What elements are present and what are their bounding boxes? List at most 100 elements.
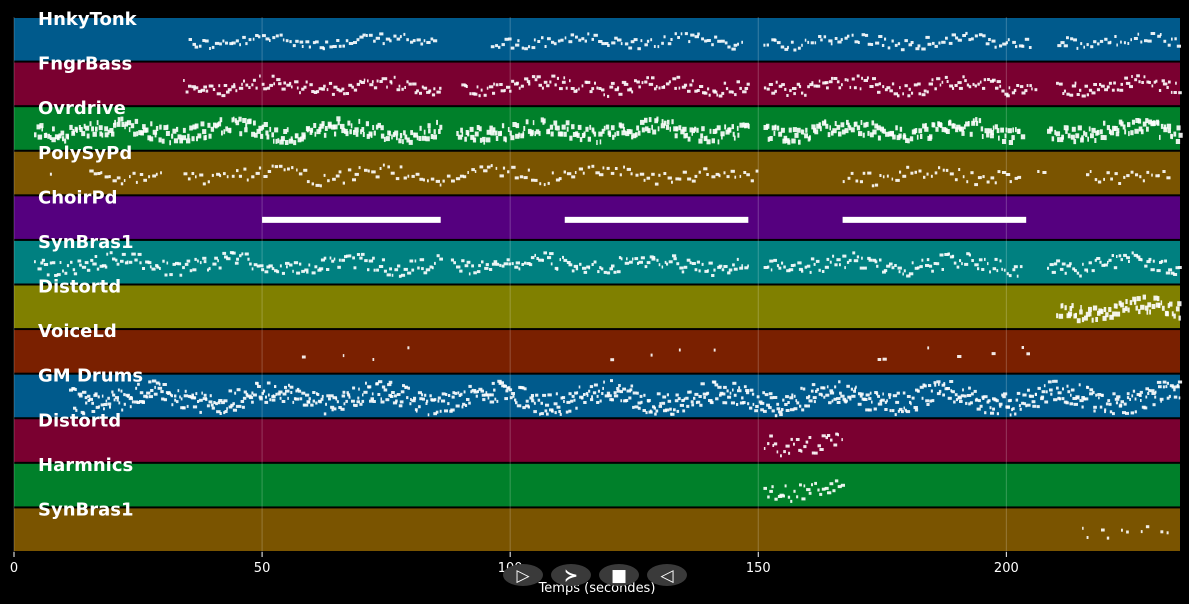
note bbox=[274, 127, 279, 133]
note bbox=[666, 262, 669, 266]
note bbox=[1099, 260, 1102, 264]
note bbox=[186, 138, 191, 144]
note bbox=[86, 268, 91, 272]
note bbox=[534, 78, 538, 82]
note bbox=[364, 168, 368, 172]
note bbox=[578, 385, 581, 389]
note bbox=[248, 396, 254, 400]
note bbox=[455, 404, 460, 408]
note bbox=[588, 389, 591, 393]
note bbox=[717, 139, 720, 145]
note bbox=[516, 404, 522, 408]
note bbox=[1137, 32, 1140, 36]
track-label: SynBras1 bbox=[38, 232, 134, 253]
note bbox=[566, 400, 571, 404]
note bbox=[911, 91, 914, 95]
note bbox=[393, 34, 397, 38]
fast-forward-button[interactable]: ≻ bbox=[551, 564, 591, 586]
note bbox=[419, 177, 424, 181]
note bbox=[632, 391, 637, 395]
note bbox=[810, 389, 814, 393]
note bbox=[292, 44, 296, 48]
note bbox=[275, 138, 278, 144]
note bbox=[934, 87, 937, 91]
note bbox=[195, 392, 198, 396]
note bbox=[1079, 399, 1084, 403]
note bbox=[372, 256, 375, 260]
note bbox=[416, 89, 419, 93]
note bbox=[49, 172, 52, 176]
note bbox=[223, 129, 226, 135]
note bbox=[1101, 393, 1104, 397]
note bbox=[1136, 74, 1140, 78]
note bbox=[311, 90, 315, 93]
note bbox=[904, 84, 908, 88]
note bbox=[520, 133, 525, 139]
note bbox=[756, 395, 760, 399]
note bbox=[379, 32, 384, 36]
note bbox=[1108, 258, 1112, 262]
note bbox=[486, 86, 489, 90]
note bbox=[610, 171, 615, 175]
note bbox=[928, 384, 932, 387]
note bbox=[573, 398, 576, 402]
stop-button[interactable]: ■ bbox=[599, 564, 639, 586]
rewind-button[interactable]: ◁ bbox=[647, 564, 687, 586]
note bbox=[978, 258, 983, 262]
note bbox=[210, 403, 214, 407]
note bbox=[165, 131, 170, 136]
note bbox=[1169, 301, 1173, 307]
note bbox=[214, 41, 220, 45]
note bbox=[494, 397, 497, 401]
note bbox=[1159, 33, 1162, 36]
note bbox=[544, 409, 548, 413]
note bbox=[698, 269, 701, 273]
note bbox=[1109, 314, 1114, 320]
note bbox=[438, 129, 441, 134]
note bbox=[575, 406, 578, 410]
play-button[interactable]: ▷ bbox=[503, 564, 543, 586]
note bbox=[679, 266, 684, 270]
note bbox=[877, 135, 881, 141]
note bbox=[143, 394, 147, 398]
note bbox=[468, 384, 472, 388]
note bbox=[1085, 132, 1088, 138]
note bbox=[570, 399, 574, 403]
note bbox=[116, 398, 119, 402]
note bbox=[145, 260, 150, 264]
note bbox=[591, 164, 595, 168]
note bbox=[395, 177, 400, 181]
note bbox=[475, 394, 478, 398]
note bbox=[907, 94, 911, 98]
note bbox=[331, 408, 334, 412]
note bbox=[1102, 315, 1107, 321]
note bbox=[836, 401, 841, 404]
note bbox=[906, 395, 911, 398]
note bbox=[216, 92, 221, 96]
note bbox=[553, 120, 558, 126]
note bbox=[398, 404, 403, 408]
note bbox=[587, 165, 591, 169]
note bbox=[1086, 536, 1089, 539]
note bbox=[1094, 138, 1097, 143]
note bbox=[323, 84, 326, 88]
note bbox=[779, 493, 784, 497]
note bbox=[423, 86, 428, 90]
note bbox=[501, 264, 505, 268]
note bbox=[1134, 128, 1139, 134]
note bbox=[319, 184, 322, 188]
note bbox=[36, 124, 41, 130]
note bbox=[852, 251, 856, 255]
note bbox=[448, 394, 451, 397]
note bbox=[407, 346, 410, 350]
note bbox=[525, 119, 529, 125]
note bbox=[1148, 81, 1151, 84]
note bbox=[330, 405, 335, 409]
note bbox=[739, 86, 742, 90]
note bbox=[656, 392, 661, 396]
note bbox=[285, 389, 290, 393]
note bbox=[319, 400, 322, 404]
note bbox=[836, 80, 840, 84]
note bbox=[367, 79, 369, 83]
note bbox=[999, 44, 1003, 48]
